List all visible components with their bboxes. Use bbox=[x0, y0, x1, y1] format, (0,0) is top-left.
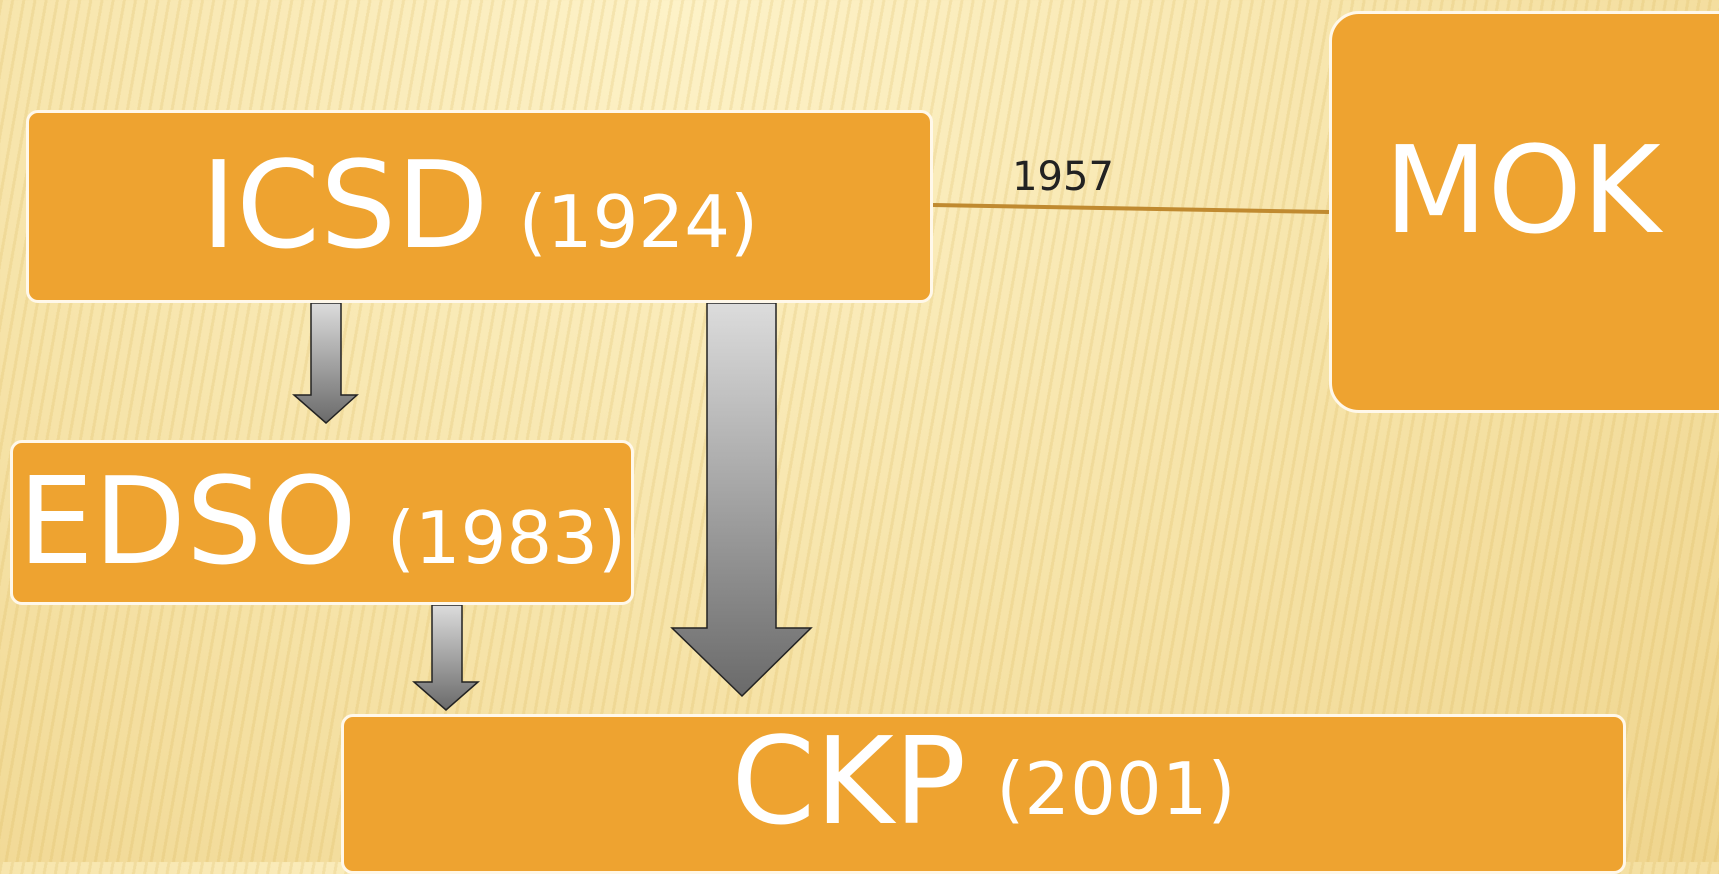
node: EDSO (1983) bbox=[10, 440, 634, 605]
node: MOK bbox=[1329, 11, 1719, 413]
arrow bbox=[670, 302, 813, 698]
node-year: (2001) bbox=[996, 747, 1236, 831]
node-label: CKP bbox=[731, 713, 967, 852]
node-label: MOK bbox=[1384, 122, 1661, 261]
edge-line bbox=[932, 203, 1330, 214]
node-label: ICSD bbox=[200, 137, 489, 276]
arrow bbox=[292, 302, 359, 425]
node-label: EDSO bbox=[17, 453, 357, 592]
node-year: (1983) bbox=[386, 495, 627, 580]
node: ICSD (1924) bbox=[26, 110, 933, 303]
node-year: (1924) bbox=[518, 179, 759, 264]
node: CKP (2001) bbox=[341, 713, 1626, 874]
arrow bbox=[412, 604, 480, 711]
edge-label: 1957 bbox=[1012, 154, 1114, 200]
